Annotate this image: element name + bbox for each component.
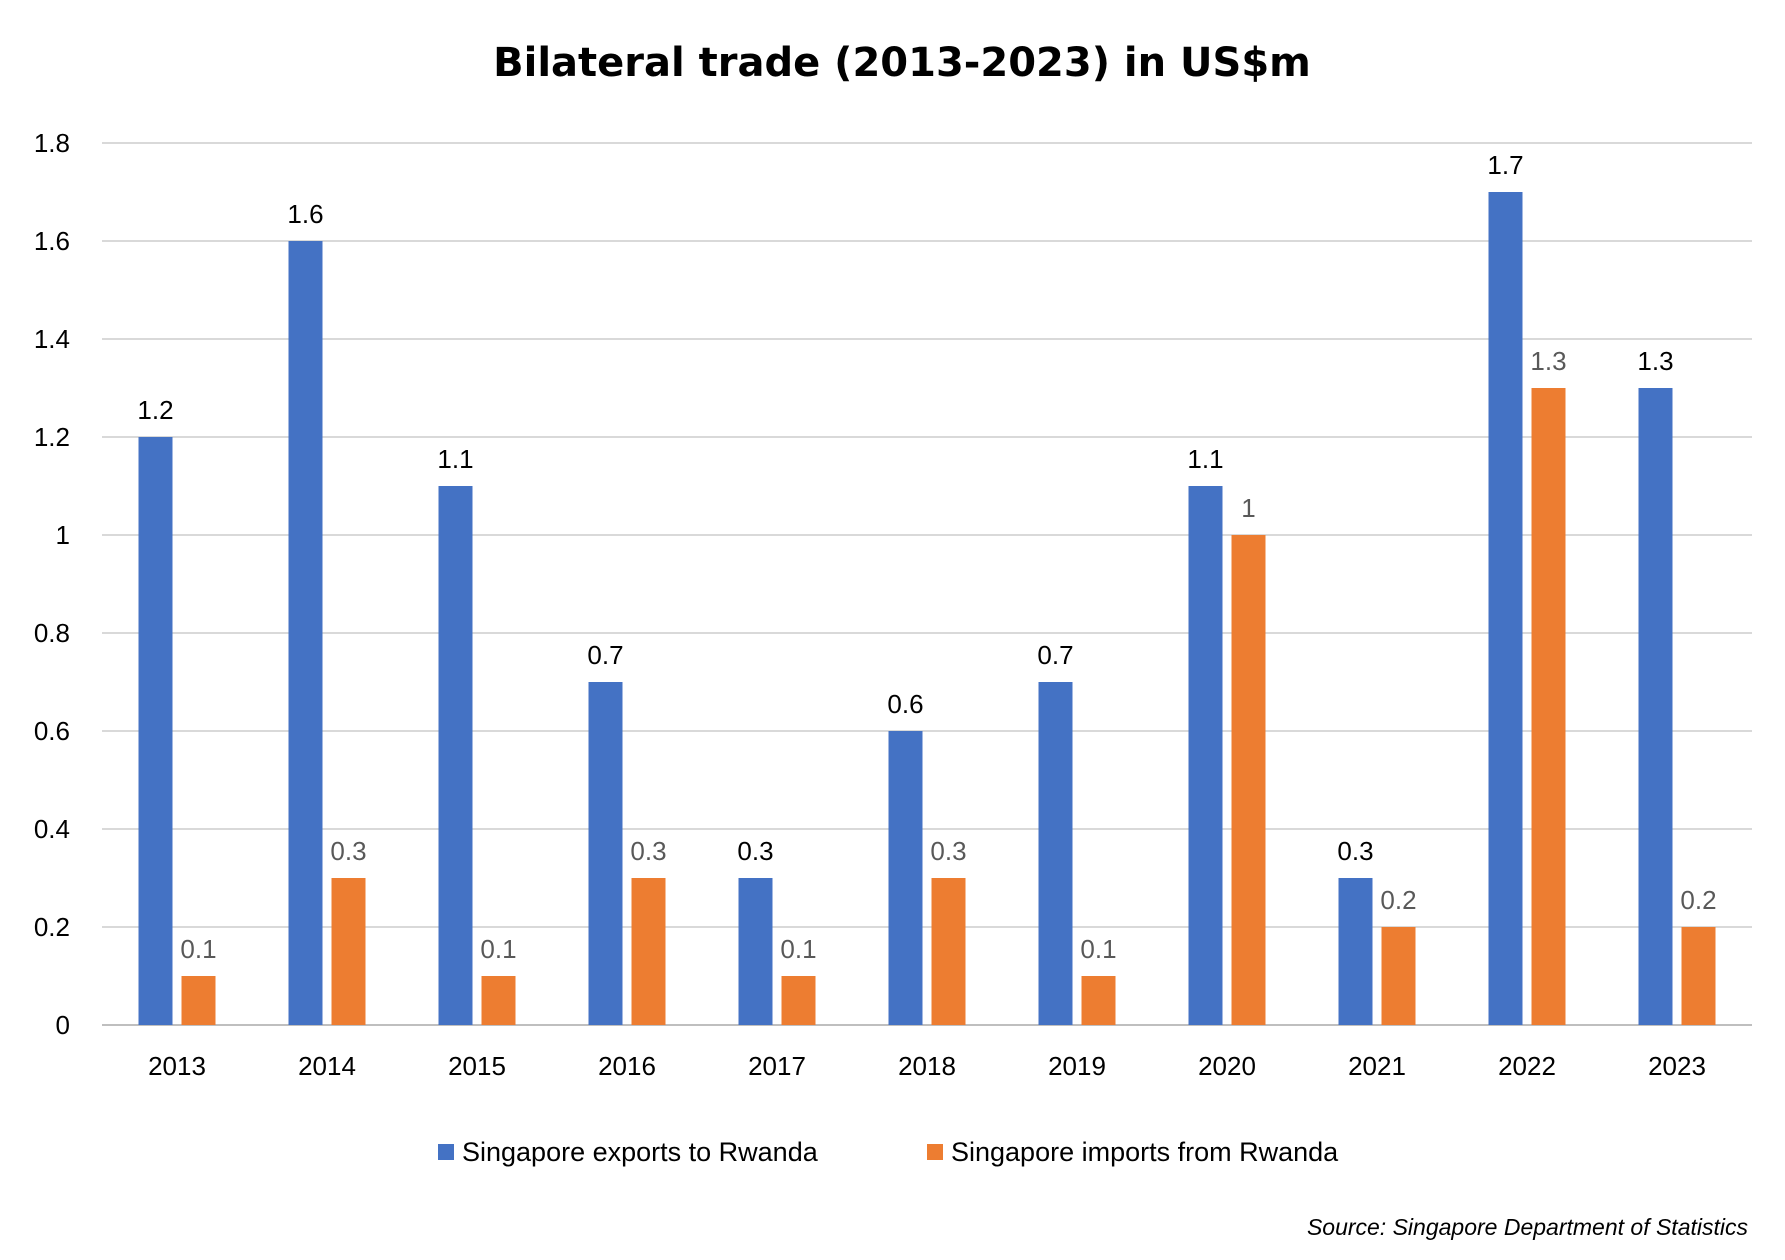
x-tick-label: 2015 [448,1051,506,1081]
bar [1681,927,1716,1025]
bar [1638,388,1673,1025]
data-label: 1.3 [1637,346,1673,376]
data-label: 1.1 [1187,444,1223,474]
bar [1231,535,1266,1025]
x-tick-label: 2023 [1648,1051,1706,1081]
bar [738,878,773,1025]
x-tick-label: 2021 [1348,1051,1406,1081]
bar [138,437,173,1025]
y-tick-label: 1.4 [34,324,70,354]
data-label: 0.1 [180,934,216,964]
y-tick-label: 1.8 [34,128,70,158]
bar [1081,976,1116,1025]
bar [1381,927,1416,1025]
chart-title: Bilateral trade (2013-2023) in US$m [493,40,1311,86]
x-axis: 2013 2014 2015 2016 2017 2018 2019 2020 2021 2022… [148,1051,1706,1081]
data-label: 0.7 [587,640,623,670]
bar [1488,192,1523,1025]
bar [438,486,473,1025]
x-tick-label: 2022 [1498,1051,1556,1081]
data-label: 1.1 [437,444,473,474]
y-tick-label: 0.6 [34,716,70,746]
y-tick-label: 0.4 [34,814,70,844]
data-label: 1.6 [287,199,323,229]
data-label: 0.3 [930,836,966,866]
bar [1531,388,1566,1025]
x-tick-label: 2020 [1198,1051,1256,1081]
data-label: 0.1 [780,934,816,964]
data-label: 1.3 [1530,346,1566,376]
data-label: 0.7 [1037,640,1073,670]
x-tick-label: 2014 [298,1051,356,1081]
legend-item: Singapore exports to Rwanda [438,1137,819,1167]
data-label: 0.3 [330,836,366,866]
bar [181,976,216,1025]
legend-item: Singapore imports from Rwanda [927,1137,1339,1167]
y-tick-label: 1.2 [34,422,70,452]
data-label: 0.2 [1680,885,1716,915]
data-label: 0.1 [1080,934,1116,964]
y-tick-label: 0.8 [34,618,70,648]
x-tick-label: 2018 [898,1051,956,1081]
bars [138,192,1716,1025]
y-axis: 0 0.2 0.4 0.6 0.8 1 1.2 1.4 1.6 1.8 [34,128,70,1040]
data-label: 1.7 [1487,150,1523,180]
data-label: 0.6 [887,689,923,719]
y-tick-label: 0 [56,1010,70,1040]
legend-swatch [927,1144,943,1160]
bar [781,976,816,1025]
source-note: Source: Singapore Department of Statisti… [1307,1214,1749,1240]
legend-label: Singapore exports to Rwanda [462,1137,819,1167]
x-tick-label: 2019 [1048,1051,1106,1081]
bar [1338,878,1373,1025]
legend-swatch [438,1144,454,1160]
gridlines [102,142,1752,1026]
y-tick-label: 1.6 [34,226,70,256]
data-label: 1 [1241,493,1255,523]
bar [288,241,323,1025]
y-tick-label: 1 [56,520,70,550]
y-tick-label: 0.2 [34,912,70,942]
data-label: 0.3 [630,836,666,866]
data-label: 0.1 [480,934,516,964]
bar [888,731,923,1025]
legend-label: Singapore imports from Rwanda [951,1137,1339,1167]
bar [588,682,623,1025]
data-label: 0.3 [1337,836,1373,866]
data-labels: 1.2 0.1 1.6 0.3 1.1 0.1 0.7 0.3 0.3 0.1 0.6 0.3 0.7 0… [137,150,1716,964]
x-tick-label: 2017 [748,1051,806,1081]
data-label: 0.3 [737,836,773,866]
bar [1188,486,1223,1025]
data-label: 1.2 [137,395,173,425]
bar [931,878,966,1025]
legend: Singapore exports to Rwanda Singapore imp… [438,1137,1339,1167]
x-tick-label: 2013 [148,1051,206,1081]
bar [481,976,516,1025]
x-tick-label: 2016 [598,1051,656,1081]
data-label: 0.2 [1380,885,1416,915]
bar [1038,682,1073,1025]
bar [631,878,666,1025]
bar [331,878,366,1025]
